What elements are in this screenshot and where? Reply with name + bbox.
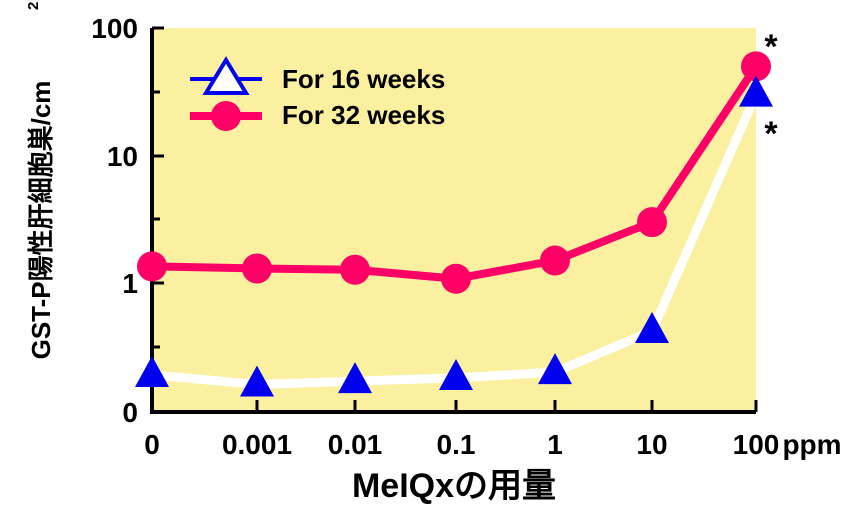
x-tick-label: 10 [636,429,667,460]
x-tick-label: 0.001 [222,429,292,460]
significance-star-32: * [764,28,778,66]
series-32-weeks-point [637,207,667,238]
y-axis-title-group: GST-P陽性肝細胞巣/cm 2 [25,2,56,360]
series-32-weeks-point [540,245,570,276]
series-16-weeks-point [338,362,372,394]
y-axis-title: GST-P陽性肝細胞巣/cm [26,81,56,360]
series-32-weeks-point [741,51,771,82]
x-tick-label: 0.1 [437,429,476,460]
axes [150,26,758,414]
y-tick-label: 1 [122,268,138,299]
series-16-weeks-point [538,353,572,385]
series-layer [135,51,773,397]
series-32-weeks-point [441,263,471,294]
y-axis-title-superscript: 2 [25,2,42,10]
x-tick-label: 0 [144,429,160,460]
y-tick-label: 10 [107,141,138,172]
y-tick-label: 100 [91,13,138,44]
series-32-weeks-point [137,251,167,282]
series-16-weeks-point [739,75,773,107]
series-16-weeks-point [135,355,169,387]
series-32-weeks-point [242,253,272,284]
series-16-weeks-point [439,358,473,390]
y-tick-label: 0 [122,397,138,428]
series-32-weeks-point [340,254,370,285]
x-tick-label: 0.01 [328,429,383,460]
x-tick-label: 100 [733,429,780,460]
series-16-weeks-point [240,365,274,397]
series-16-weeks-point [635,312,669,344]
x-tick-label: 1 [547,429,563,460]
legend-32-weeks-marker [211,101,241,131]
legend-32-weeks-label: For 32 weeks [282,100,445,130]
legend-16-weeks-marker [202,56,250,95]
significance-star-16: * [764,115,778,153]
legend-16-weeks-label: For 16 weeks [282,64,445,94]
x-unit-label: ppm [782,429,841,460]
x-axis-title: MeIQxの用量 [352,467,556,505]
